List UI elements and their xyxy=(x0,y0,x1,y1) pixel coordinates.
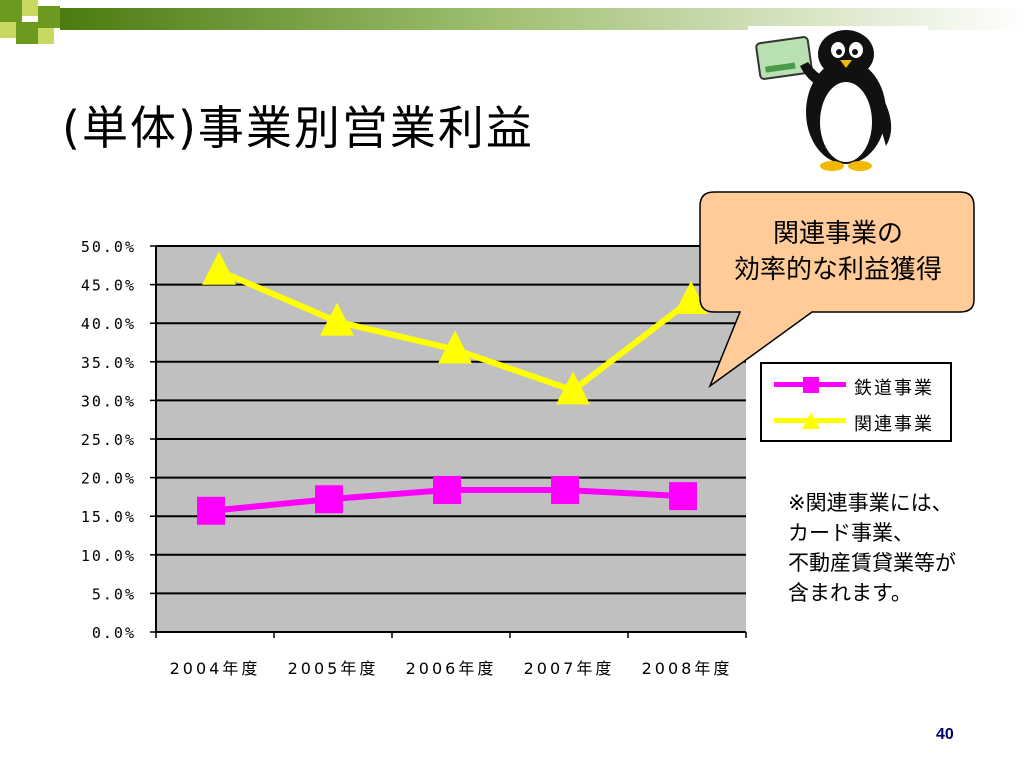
y-tick-label: 10.0% xyxy=(81,547,136,565)
callout-bubble xyxy=(699,191,975,389)
note-line-4: 含まれます。 xyxy=(788,581,912,605)
page-number: 40 xyxy=(936,726,954,743)
data-point-railway xyxy=(433,475,461,504)
legend-label-related: 関連事業 xyxy=(854,414,934,435)
data-point-related xyxy=(202,251,236,285)
y-tick-label: 25.0% xyxy=(81,431,136,449)
y-tick-label: 50.0% xyxy=(81,238,136,256)
chart-legend: 鉄道事業 関連事業 xyxy=(760,362,952,442)
x-tick-label: 2008年度 xyxy=(642,659,733,678)
data-point-related xyxy=(438,330,472,364)
legend-label-railway: 鉄道事業 xyxy=(854,378,934,399)
legend-item-railway: 鉄道事業 xyxy=(772,370,948,400)
square-marker-icon xyxy=(803,377,819,393)
footnote: ※関連事業には、 カード事業、 不動産賃貸業等が 含まれます。 xyxy=(788,488,956,608)
note-line-1: ※関連事業には、 xyxy=(788,491,953,515)
callout-line-1: 関連事業の xyxy=(772,219,903,249)
data-point-related xyxy=(320,302,354,336)
header-decoration xyxy=(0,0,1024,44)
x-tick-label: 2006年度 xyxy=(406,659,497,678)
y-tick-label: 40.0% xyxy=(81,315,136,333)
triangle-marker-icon xyxy=(802,412,820,429)
callout-text: 関連事業の 効率的な利益獲得 xyxy=(704,216,972,288)
data-point-railway xyxy=(315,485,343,514)
x-tick-label: 2007年度 xyxy=(524,659,615,678)
y-tick-label: 20.0% xyxy=(81,470,136,488)
y-tick-label: 30.0% xyxy=(81,392,136,410)
legend-item-related: 関連事業 xyxy=(772,406,948,436)
y-tick-label: 45.0% xyxy=(81,277,136,295)
data-point-railway xyxy=(551,475,579,504)
page-title: (単体)事業別営業利益 xyxy=(62,101,534,155)
note-line-2: カード事業、 xyxy=(788,521,914,545)
x-tick-label: 2004年度 xyxy=(170,659,261,678)
data-point-related xyxy=(556,371,590,405)
note-line-3: 不動産賃貸業等が xyxy=(788,551,956,575)
data-point-related xyxy=(674,281,708,315)
x-tick-label: 2005年度 xyxy=(288,659,379,678)
y-tick-label: 15.0% xyxy=(81,508,136,526)
y-tick-label: 5.0% xyxy=(92,585,136,603)
callout-line-2: 効率的な利益獲得 xyxy=(733,255,942,285)
data-point-railway xyxy=(197,496,225,525)
data-point-railway xyxy=(669,482,697,511)
y-tick-label: 0.0% xyxy=(92,624,136,642)
y-tick-label: 35.0% xyxy=(81,354,136,372)
penguin-mascot-icon xyxy=(748,26,928,176)
